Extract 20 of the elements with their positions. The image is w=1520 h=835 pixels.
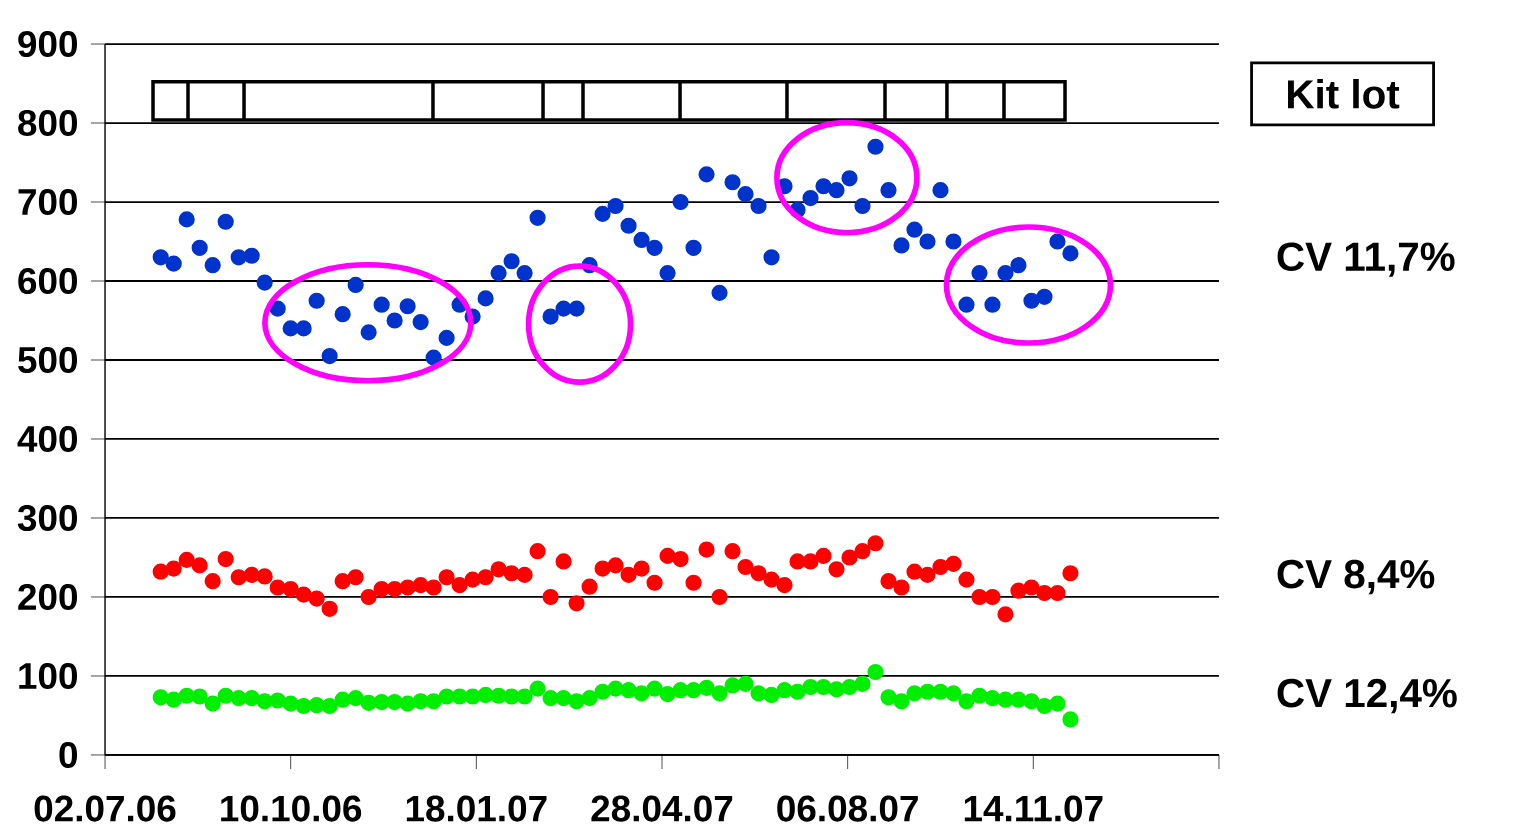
y-tick-label: 900 [18, 31, 78, 58]
y-tick-label: 800 [18, 110, 78, 137]
y-tick-label: 500 [18, 346, 78, 374]
text: CV 11,7% [1277, 242, 1455, 277]
y-tick-label: 100 [19, 662, 78, 690]
x-tick-label: 14.11.07 [964, 795, 1103, 822]
text: CV 12,4% [1277, 678, 1457, 714]
x-tick-label: 18.01.07 [406, 795, 547, 822]
y-tick-label: 200 [18, 583, 78, 611]
y-tick-label: 400 [17, 425, 78, 453]
y-tick-label: 700 [18, 188, 78, 216]
text: CV 8,4% [1277, 559, 1435, 595]
text: Kit lot [1288, 78, 1400, 109]
x-tick-label: 02.07.06 [34, 795, 176, 822]
y-tick-label: 600 [18, 267, 78, 295]
x-tick-label: 06.08.07 [777, 795, 918, 822]
x-tick-label: 10.10.06 [221, 795, 362, 822]
y-tick-label: 300 [17, 504, 78, 532]
x-tick-label: 28.04.07 [591, 795, 733, 822]
y-tick-label: 0 [59, 741, 78, 769]
